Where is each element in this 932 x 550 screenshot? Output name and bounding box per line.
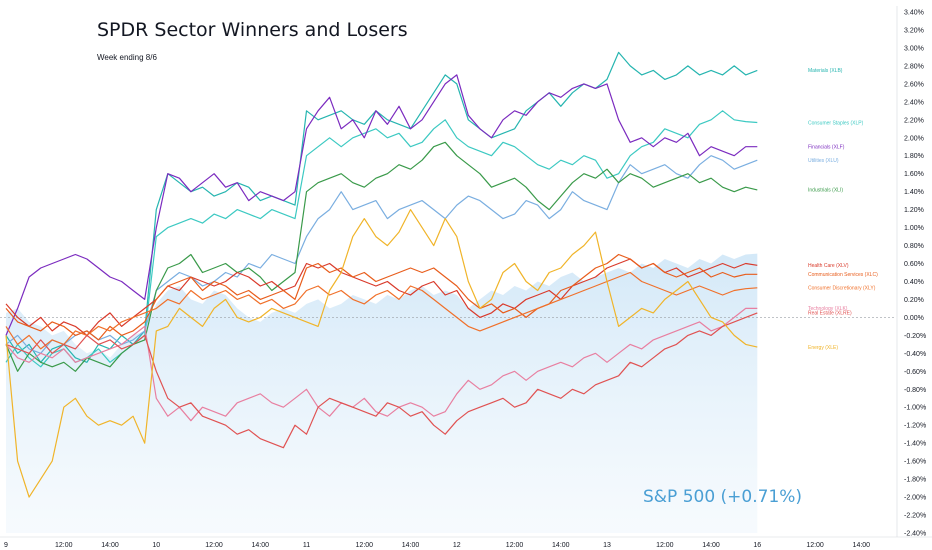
series-label: Energy (XLE) xyxy=(808,345,838,351)
series-line xyxy=(5,51,758,363)
series-line xyxy=(5,271,758,350)
series-label: Financials (XLF) xyxy=(808,145,845,151)
x-tick-label: 12:00 xyxy=(656,542,674,549)
x-tick-label: 12:00 xyxy=(806,542,824,549)
y-tick-label: 1.80% xyxy=(904,153,924,160)
y-tick-label: -0.20% xyxy=(904,333,926,340)
y-tick-label: -2.20% xyxy=(904,513,926,520)
x-tick-label: 9 xyxy=(4,542,8,549)
series-line xyxy=(5,74,758,336)
x-tick-label: 10 xyxy=(152,542,160,549)
x-tick-label: 12:00 xyxy=(356,542,374,549)
series-label: Health Care (XLV) xyxy=(808,263,849,269)
y-tick-label: 2.00% xyxy=(904,135,924,142)
series-label: Materials (XLB) xyxy=(808,68,843,74)
chart-title: SPDR Sector Winners and Losers xyxy=(97,19,408,41)
y-tick-label: 2.20% xyxy=(904,117,924,124)
x-tick-label: 12:00 xyxy=(55,542,73,549)
y-tick-label: 0.00% xyxy=(904,315,924,322)
benchmark-area xyxy=(6,253,758,533)
series-labels: Materials (XLB) Consumer Staples (XLP) Fin… xyxy=(808,68,878,351)
y-axis: 3.40% 3.20% 3.00% 2.80% 2.60% 2.40% 2.20% 2.00%… xyxy=(896,6,926,538)
series-label: Utilities (XLU) xyxy=(808,158,839,164)
y-tick-label: 1.60% xyxy=(904,171,924,178)
series-label: Industrials (XLI) xyxy=(808,188,843,194)
series-line xyxy=(5,141,758,372)
y-tick-label: 0.20% xyxy=(904,297,924,304)
x-tick-label: 12 xyxy=(453,542,461,549)
benchmark-label: S&P 500 (+0.71%) xyxy=(643,487,802,507)
series-line xyxy=(5,312,758,449)
x-tick-label: 13 xyxy=(603,542,611,549)
y-tick-label: 0.80% xyxy=(904,243,924,250)
y-tick-label: -1.00% xyxy=(904,405,926,412)
x-tick-label: 14:00 xyxy=(552,542,570,549)
y-tick-label: 2.60% xyxy=(904,81,924,88)
series-label: Technology (XLK) xyxy=(808,306,848,312)
x-tick-label: 11 xyxy=(303,542,310,549)
y-tick-label: -0.60% xyxy=(904,369,926,376)
chart-subtitle: Week ending 8/6 xyxy=(97,53,157,62)
x-tick-label: 12:00 xyxy=(506,542,524,549)
y-tick-label: 0.40% xyxy=(904,279,924,286)
y-tick-label: -1.60% xyxy=(904,459,926,466)
y-tick-label: -0.80% xyxy=(904,387,926,394)
x-tick-label: 14:00 xyxy=(101,542,119,549)
x-tick-label: 16 xyxy=(753,542,761,549)
y-tick-label: 1.20% xyxy=(904,207,924,214)
y-tick-label: 0.60% xyxy=(904,261,924,268)
y-tick-label: 3.20% xyxy=(904,27,924,34)
x-tick-label: 14:00 xyxy=(853,542,871,549)
series-label: Communication Services (XLC) xyxy=(808,272,878,278)
series-line xyxy=(5,307,758,422)
y-tick-label: 1.40% xyxy=(904,189,924,196)
x-axis: 9 12:00 14:00 10 12:00 14:00 11 12:00 14:00 12 12:… xyxy=(0,536,932,549)
series-line xyxy=(5,253,758,341)
series-layer xyxy=(5,51,758,498)
series-label: Consumer Discretionary (XLY) xyxy=(808,286,876,292)
series-label: Consumer Staples (XLP) xyxy=(808,120,864,126)
y-tick-label: 3.00% xyxy=(904,45,924,52)
y-tick-label: 2.40% xyxy=(904,99,924,106)
x-tick-label: 14:00 xyxy=(252,542,270,549)
x-tick-label: 12:00 xyxy=(205,542,223,549)
benchmark-area-fill xyxy=(6,253,758,533)
y-tick-label: 2.80% xyxy=(904,63,924,70)
y-tick-label: 3.40% xyxy=(904,10,924,17)
y-tick-label: -2.40% xyxy=(904,531,926,538)
y-tick-label: 1.00% xyxy=(904,225,924,232)
series-label: Real Estate (XLRE) xyxy=(808,311,852,317)
series-line xyxy=(5,155,758,354)
x-tick-label: 14:00 xyxy=(402,542,420,549)
y-tick-label: -1.20% xyxy=(904,423,926,430)
y-tick-label: -1.80% xyxy=(904,477,926,484)
series-line xyxy=(5,209,758,498)
y-tick-label: -2.00% xyxy=(904,495,926,502)
y-tick-label: -0.40% xyxy=(904,351,926,358)
x-tick-label: 14:00 xyxy=(702,542,720,549)
y-tick-label: -1.40% xyxy=(904,441,926,448)
